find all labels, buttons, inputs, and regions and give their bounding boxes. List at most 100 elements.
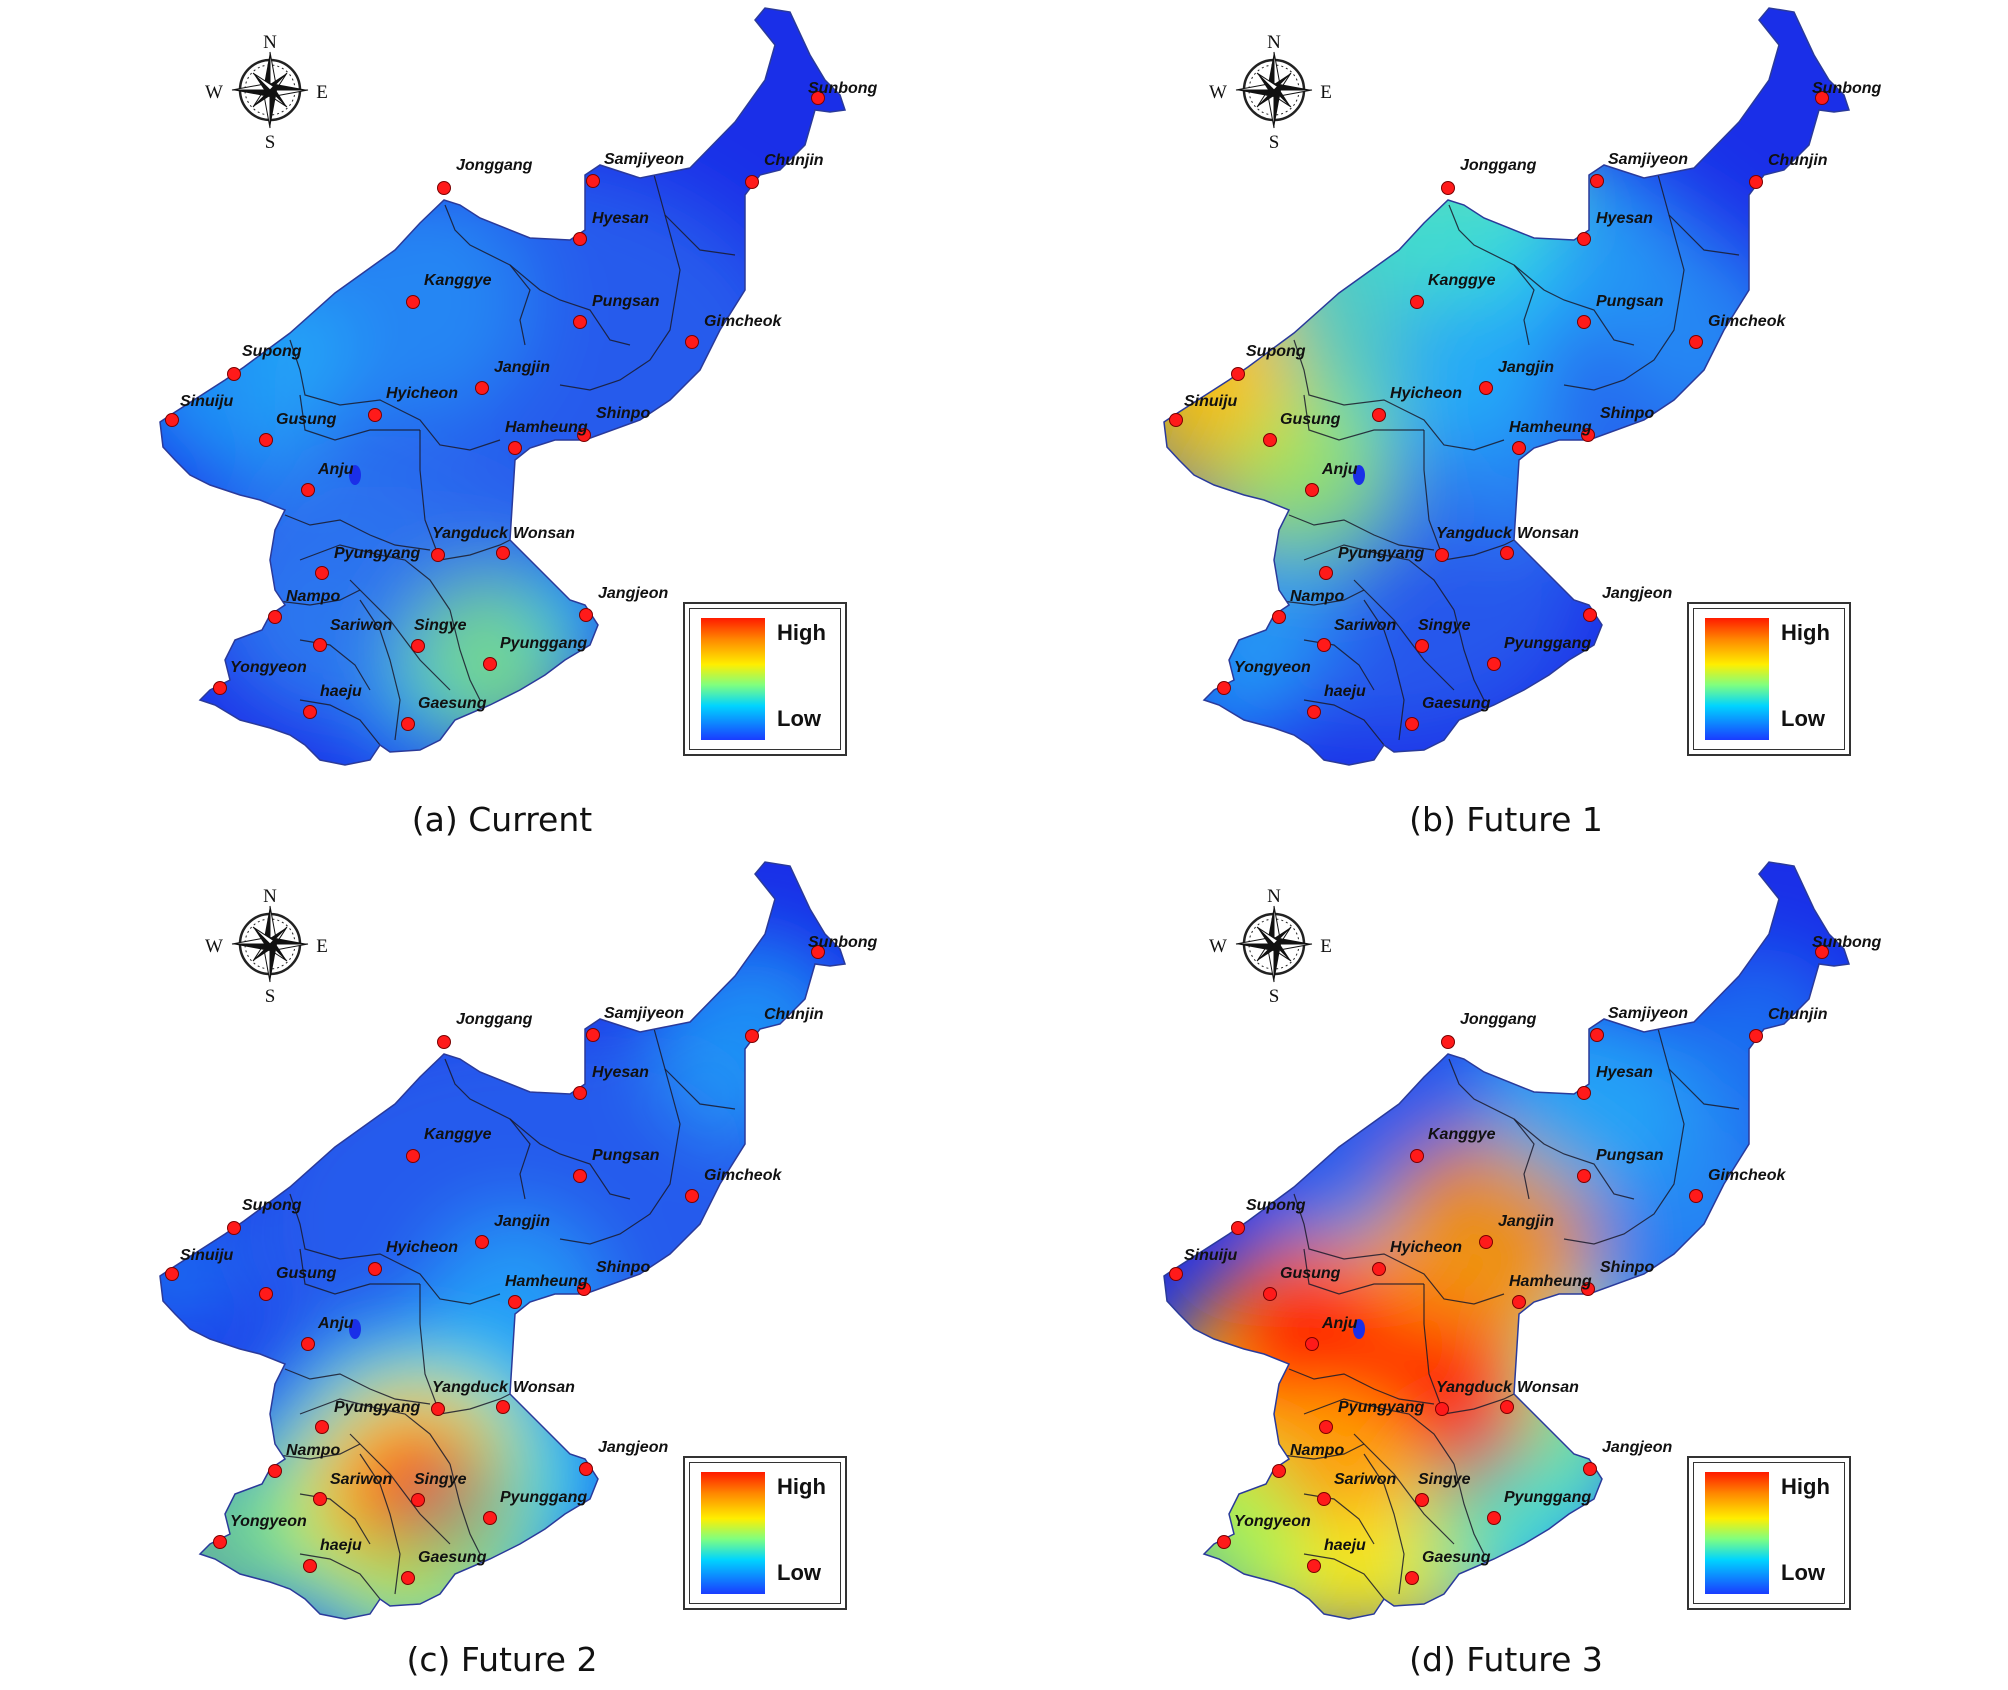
- city-marker: [1512, 441, 1526, 455]
- heatmap-map: Sunbong Jonggang Samjiyeon Chunjin Hyesan Kan…: [1163, 861, 1882, 1620]
- city-marker: [483, 657, 497, 671]
- city-marker: [573, 1169, 587, 1183]
- city-label: Gusung: [276, 1265, 337, 1282]
- city-label: Pyunggang: [1504, 1489, 1591, 1506]
- city-marker: [213, 1535, 227, 1549]
- city-marker: [165, 413, 179, 427]
- compass-n-label: N: [263, 32, 277, 53]
- city-label: Shinpo: [1600, 1259, 1654, 1276]
- compass-rose: N S E W: [205, 886, 328, 1007]
- city-label: Yangduck: [1436, 1379, 1513, 1396]
- city-marker: [1307, 705, 1321, 719]
- city-label: Yongyeon: [230, 659, 307, 676]
- compass-rose: N S E W: [205, 32, 328, 153]
- province-border: [359, 599, 401, 741]
- city-marker: [1372, 1262, 1386, 1276]
- compass-s-label: S: [265, 132, 276, 153]
- city-label: Anju: [1321, 1315, 1358, 1332]
- province-border: [284, 514, 431, 551]
- city-label: Anju: [1321, 461, 1358, 478]
- city-marker: [1231, 367, 1245, 381]
- city-marker: [496, 546, 510, 560]
- city-marker: [1410, 1149, 1424, 1163]
- city-label: Hyicheon: [386, 385, 458, 402]
- city-marker: [811, 91, 825, 105]
- city-marker: [1500, 546, 1514, 560]
- city-label: Jonggang: [1460, 1011, 1537, 1028]
- legend-low-label: Low: [1781, 1560, 1825, 1585]
- legend-high-label: High: [1781, 620, 1830, 645]
- city-label: Yongyeon: [1234, 1513, 1311, 1530]
- city-label: Pyungyang: [334, 545, 420, 562]
- city-marker: [1749, 175, 1763, 189]
- city-label: Gaesung: [418, 1549, 487, 1566]
- city-label: Anju: [317, 461, 354, 478]
- province-border: [1273, 589, 1365, 606]
- province-border: [1303, 1553, 1385, 1600]
- city-label: Wonsan: [513, 525, 575, 542]
- compass-s-label: S: [1269, 132, 1280, 153]
- city-label: Pyunggang: [500, 1489, 587, 1506]
- city-label: Supong: [1246, 1197, 1306, 1214]
- city-marker: [1590, 174, 1604, 188]
- city-marker: [431, 548, 445, 562]
- city-label: Sunbong: [1812, 80, 1882, 97]
- city-label: Gimcheok: [704, 1167, 782, 1184]
- province-border: [1303, 699, 1385, 746]
- country-outline: [1163, 861, 1850, 1620]
- city-label: Hamheung: [505, 419, 588, 436]
- city-marker: [1169, 1267, 1183, 1281]
- map-panel-future-2: Sunbong Jonggang Samjiyeon Chunjin Hyesan Kan…: [0, 854, 1004, 1690]
- compass-e-label: E: [1320, 82, 1332, 103]
- province-border: [1423, 1284, 1445, 1415]
- city-marker: [573, 232, 587, 246]
- compass-n-label: N: [1267, 886, 1281, 907]
- city-label: Pungsan: [1596, 293, 1664, 310]
- city-label: Kanggye: [424, 272, 492, 289]
- city-marker: [475, 381, 489, 395]
- city-label: Chunjin: [1768, 1006, 1828, 1023]
- city-label: Pyunggang: [500, 635, 587, 652]
- province-border: [1513, 1118, 1635, 1200]
- city-label: Sariwon: [330, 617, 392, 634]
- city-label: Nampo: [286, 588, 340, 605]
- province-border: [1303, 1248, 1424, 1295]
- city-label: Samjiyeon: [604, 151, 684, 168]
- city-label: Hamheung: [1509, 419, 1592, 436]
- panel-caption: (a) Current: [411, 800, 593, 839]
- city-marker: [1441, 181, 1455, 195]
- city-label: Pungsan: [1596, 1147, 1664, 1164]
- province-border: [1303, 394, 1424, 441]
- city-marker: [577, 1282, 591, 1296]
- city-marker: [1263, 433, 1277, 447]
- city-marker: [268, 610, 282, 624]
- color-ramp: [701, 1472, 765, 1594]
- country-outline: [159, 861, 846, 1620]
- city-label: Singye: [1418, 617, 1471, 634]
- island: [349, 465, 361, 485]
- legend-low-label: Low: [1781, 706, 1825, 731]
- province-border: [1668, 214, 1740, 256]
- province-border: [1273, 1443, 1365, 1460]
- compass-w-label: W: [1209, 936, 1227, 957]
- heatmap-map: Sunbong Jonggang Samjiyeon Chunjin Hyesan Kan…: [159, 861, 878, 1620]
- city-label: Sariwon: [1334, 617, 1396, 634]
- city-label: Jonggang: [1460, 157, 1537, 174]
- city-marker: [1815, 945, 1829, 959]
- city-marker: [1577, 1169, 1591, 1183]
- city-marker: [227, 1221, 241, 1235]
- city-label: Wonsan: [1517, 1379, 1579, 1396]
- panel-caption: (d) Future 3: [1409, 1640, 1603, 1679]
- color-ramp: [701, 618, 765, 740]
- city-label: Yangduck: [432, 525, 509, 542]
- city-label: Pyungyang: [1338, 1399, 1424, 1416]
- city-label: Gaesung: [1422, 1549, 1491, 1566]
- city-label: haeju: [320, 1537, 362, 1554]
- province-border: [269, 589, 361, 606]
- city-label: Hamheung: [505, 1273, 588, 1290]
- heatmap-map: Sunbong Jonggang Samjiyeon Chunjin Hyesan Kan…: [159, 7, 878, 766]
- city-label: Sunbong: [808, 934, 878, 951]
- city-marker: [1815, 91, 1829, 105]
- province-border: [1288, 1368, 1435, 1405]
- city-marker: [1410, 295, 1424, 309]
